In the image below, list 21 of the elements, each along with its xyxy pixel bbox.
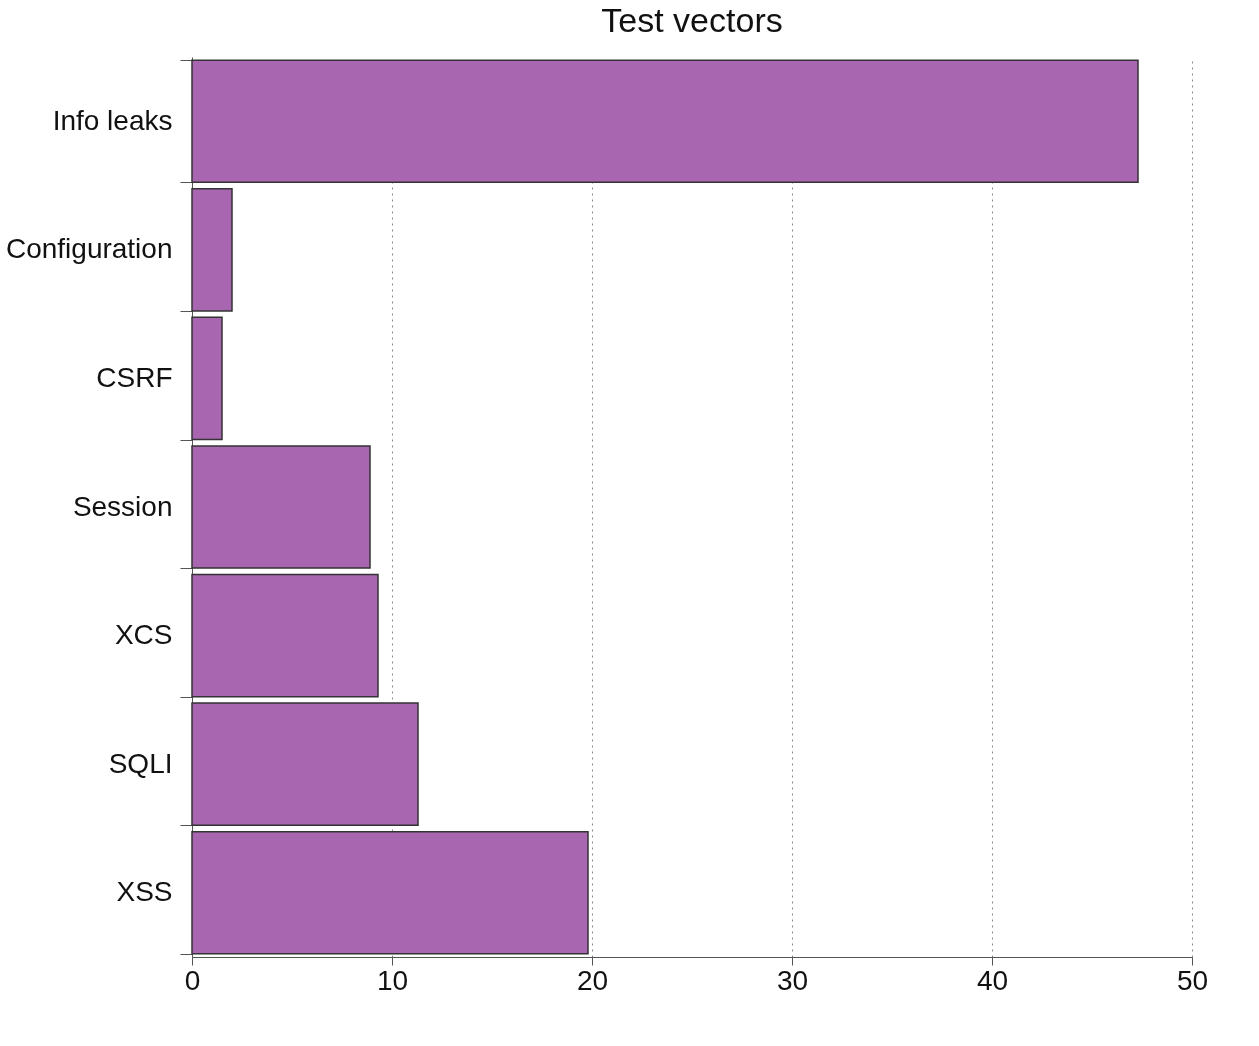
x-tick-label: 10 bbox=[376, 964, 409, 996]
x-tick-label: 50 bbox=[1176, 964, 1209, 996]
x-tick-label: 30 bbox=[776, 964, 809, 996]
y-tick-label: Configuration bbox=[5, 233, 173, 265]
bar bbox=[191, 316, 223, 441]
bar bbox=[191, 445, 371, 569]
x-tick-label: 40 bbox=[976, 964, 1009, 996]
bar bbox=[191, 702, 419, 826]
y-tick-label: XSS bbox=[116, 876, 173, 908]
y-tick-label: Info leaks bbox=[52, 104, 173, 136]
bar bbox=[191, 188, 233, 312]
y-tick-label: XCS bbox=[114, 619, 173, 651]
x-tick-label: 0 bbox=[184, 964, 201, 996]
y-tick-label: SQLI bbox=[108, 747, 173, 779]
bar bbox=[191, 830, 589, 955]
bar bbox=[191, 59, 1139, 184]
x-tick-label: 20 bbox=[576, 964, 609, 996]
y-tick-label: Session bbox=[72, 490, 173, 522]
bar bbox=[191, 573, 379, 698]
chart-title: Test vectors bbox=[601, 1, 783, 39]
y-tick-label: CSRF bbox=[96, 361, 173, 393]
